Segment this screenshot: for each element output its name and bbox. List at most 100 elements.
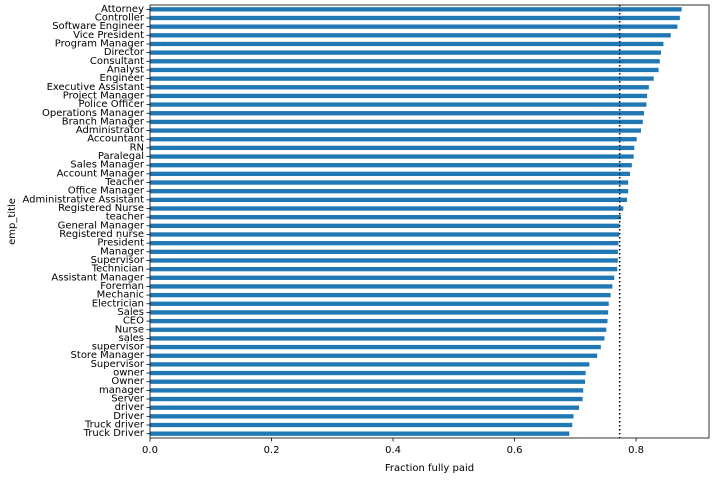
bar bbox=[150, 7, 682, 12]
y-tick-label: Operations Manager bbox=[42, 108, 145, 119]
bar bbox=[150, 344, 601, 350]
y-tick-label: Supervisor bbox=[91, 359, 145, 370]
bar bbox=[150, 353, 598, 358]
y-tick-label: Store Manager bbox=[71, 350, 145, 361]
bar bbox=[150, 154, 634, 159]
bar bbox=[150, 310, 609, 315]
bar bbox=[150, 327, 607, 332]
bar bbox=[150, 33, 671, 38]
y-tick-label: Police Officer bbox=[79, 99, 145, 110]
y-tick-label: Administrative Assistant bbox=[22, 194, 144, 205]
y-axis-label: emp_title bbox=[7, 198, 18, 245]
bar bbox=[150, 336, 605, 341]
y-tick-label: Sales bbox=[117, 307, 144, 318]
y-tick-label: Owner bbox=[111, 376, 145, 387]
y-tick-label: manager bbox=[99, 385, 145, 396]
y-tick-label: RN bbox=[130, 142, 144, 153]
y-tick-label: Sales Manager bbox=[70, 160, 145, 171]
bar bbox=[150, 15, 680, 21]
y-tick-label: driver bbox=[115, 402, 145, 413]
bar bbox=[150, 50, 661, 55]
bar bbox=[150, 370, 586, 376]
bar bbox=[150, 318, 608, 324]
y-tick-label: Vice President bbox=[73, 30, 144, 41]
bar bbox=[150, 67, 659, 73]
x-tick-label: 0.0 bbox=[142, 445, 158, 456]
plot-frame bbox=[149, 4, 710, 439]
y-tick-label: owner bbox=[113, 368, 145, 379]
y-tick-label: Supervisor bbox=[91, 255, 145, 266]
bar bbox=[150, 76, 654, 81]
bar bbox=[150, 292, 611, 298]
y-tick-label: Project Manager bbox=[63, 90, 145, 101]
y-tick-label: Registered Nurse bbox=[58, 203, 144, 214]
y-tick-label: teacher bbox=[106, 212, 145, 223]
y-tick-label: Truck driver bbox=[84, 420, 145, 431]
bar bbox=[150, 93, 648, 99]
y-tick-label: Electrician bbox=[92, 298, 144, 309]
y-tick-label: Manager bbox=[100, 246, 145, 257]
y-tick-label: Consultant bbox=[90, 56, 144, 67]
y-tick-label: Registered nurse bbox=[59, 229, 144, 240]
y-tick-label: Assistant Manager bbox=[51, 272, 144, 283]
bar bbox=[150, 171, 631, 177]
y-tick-label: Teacher bbox=[104, 177, 145, 188]
y-tick-label: supervisor bbox=[92, 342, 145, 353]
bar bbox=[150, 405, 579, 410]
bar bbox=[150, 284, 613, 289]
x-tick-label: 0.4 bbox=[385, 445, 401, 456]
x-tick-label: 0.6 bbox=[507, 445, 523, 456]
y-tick-label: Office Manager bbox=[68, 186, 145, 197]
y-tick-label: sales bbox=[119, 333, 144, 344]
y-tick-label: Server bbox=[111, 394, 145, 405]
bar bbox=[150, 189, 629, 194]
x-tick-label: 0.8 bbox=[628, 445, 644, 456]
bar bbox=[150, 24, 678, 29]
y-tick-label: Controller bbox=[95, 12, 145, 23]
y-tick-label: Director bbox=[104, 47, 145, 58]
bar bbox=[150, 388, 584, 393]
y-tick-label: Account Manager bbox=[57, 168, 145, 179]
bar bbox=[150, 197, 627, 203]
bar bbox=[150, 301, 609, 306]
x-axis-label: Fraction fully paid bbox=[385, 463, 474, 474]
y-tick-label: Engineer bbox=[99, 73, 144, 84]
bar bbox=[150, 249, 618, 254]
y-tick-label: Executive Assistant bbox=[47, 82, 145, 93]
y-tick-label: Software Engineer bbox=[52, 21, 145, 32]
y-tick-label: Technician bbox=[91, 264, 144, 275]
bar bbox=[150, 414, 574, 419]
bar bbox=[150, 379, 586, 384]
bar bbox=[150, 119, 643, 125]
x-tick-label: 0.2 bbox=[264, 445, 280, 456]
bar bbox=[150, 102, 647, 107]
bar bbox=[150, 206, 624, 211]
bar bbox=[150, 396, 583, 402]
y-tick-label: Administrator bbox=[76, 125, 145, 136]
bar bbox=[150, 137, 637, 142]
bar bbox=[150, 223, 620, 228]
y-tick-label: Driver bbox=[113, 411, 145, 422]
y-tick-label: President bbox=[97, 238, 144, 249]
bar bbox=[150, 258, 618, 263]
y-tick-label: Truck Driver bbox=[83, 428, 145, 439]
y-tick-label: Paralegal bbox=[98, 151, 144, 162]
bar bbox=[150, 266, 618, 272]
bars bbox=[150, 7, 682, 436]
bar bbox=[150, 111, 644, 116]
bar bbox=[150, 85, 649, 90]
bar bbox=[150, 422, 573, 428]
bar bbox=[150, 240, 619, 246]
bar bbox=[150, 128, 641, 133]
y-tick-label: Accountant bbox=[87, 134, 144, 145]
bar bbox=[150, 145, 635, 151]
y-tick-label: Nurse bbox=[115, 324, 144, 335]
y-tick-label: General Manager bbox=[58, 220, 145, 231]
x-axis: 0.0 0.2 0.4 0.6 0.8 bbox=[142, 438, 644, 456]
bar bbox=[150, 215, 621, 220]
y-tick-label: Attorney bbox=[101, 4, 144, 15]
bar bbox=[150, 41, 664, 47]
bar bbox=[150, 232, 620, 237]
bar bbox=[150, 362, 590, 367]
